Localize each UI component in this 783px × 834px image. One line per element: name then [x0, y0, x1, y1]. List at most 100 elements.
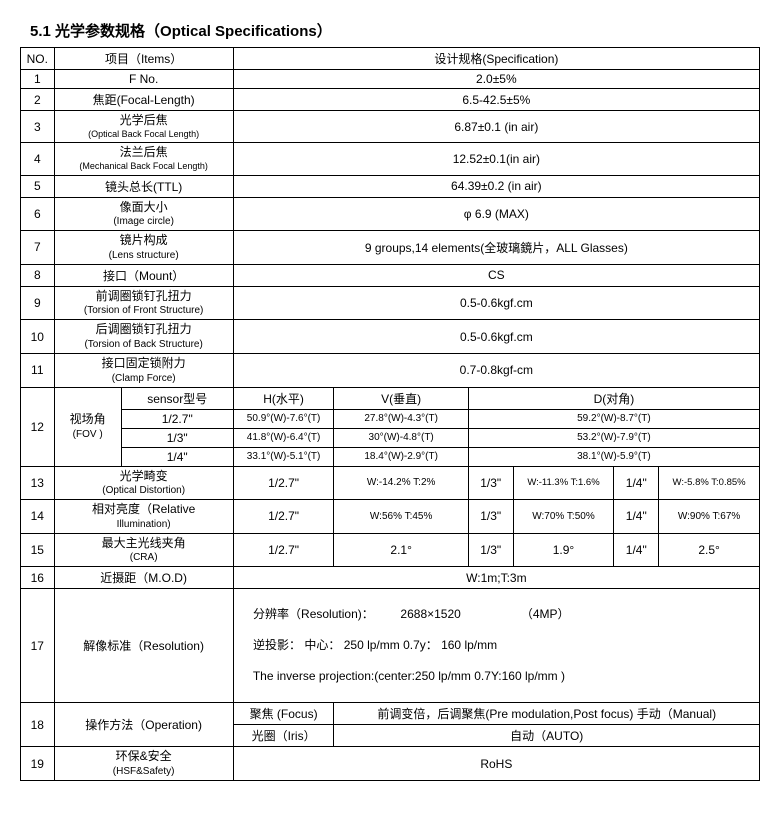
hdr-item: 项目（Items）: [54, 48, 233, 70]
fov-header-row: 12 视场角 (FOV ) sensor型号 H(水平) V(垂直) D(对角): [21, 387, 760, 409]
item-en: (HSF&Safety): [59, 765, 229, 778]
cell-item: 法兰后焦 (Mechanical Back Focal Length): [54, 143, 233, 175]
table-row: 4 法兰后焦 (Mechanical Back Focal Length) 12…: [21, 143, 760, 175]
fov-v: 18.4°(W)-2.9°(T): [334, 447, 468, 466]
cell-item: 前调圈锁钉孔扭力 (Torsion of Front Structure): [54, 286, 233, 320]
op-focus-label: 聚焦 (Focus): [233, 703, 334, 725]
table-row: 7 镜片构成 (Lens structure) 9 groups,14 elem…: [21, 231, 760, 265]
fov-h-hdr: H(水平): [233, 387, 334, 409]
cell-no: 19: [21, 747, 55, 781]
item-en: (Clamp Force): [59, 372, 229, 385]
fov-d: 53.2°(W)-7.9°(T): [468, 428, 759, 447]
cell-sensor: 1/2.7": [233, 500, 334, 534]
cell-value: W:-14.2% T:2%: [334, 466, 468, 500]
cell-no: 11: [21, 353, 55, 387]
cell-spec: 12.52±0.1(in air): [233, 143, 759, 175]
item-en: (CRA): [59, 551, 229, 564]
cell-item: 最大主光线夹角 (CRA): [54, 533, 233, 567]
cell-spec: 0.5-0.6kgf.cm: [233, 286, 759, 320]
cell-no: 15: [21, 533, 55, 567]
cell-item: 接口（Mount）: [54, 264, 233, 286]
res-line1: 分辨率（Resolution)： 2688×1520 （4MP）: [253, 607, 569, 621]
table-row: 9 前调圈锁钉孔扭力 (Torsion of Front Structure) …: [21, 286, 760, 320]
fov-h: 33.1°(W)-5.1°(T): [233, 447, 334, 466]
hdr-spec: 设计规格(Specification): [233, 48, 759, 70]
item-cn: 前调圈锁钉孔扭力: [96, 289, 192, 303]
cell-item: 解像标准（Resolution): [54, 589, 233, 703]
cell-no: 5: [21, 175, 55, 197]
cell-spec: 0.5-0.6kgf.cm: [233, 320, 759, 354]
cell-sensor: 1/2.7": [233, 533, 334, 567]
cell-spec: 0.7-0.8kgf-cm: [233, 353, 759, 387]
fov-sensor: 1/2.7": [121, 409, 233, 428]
mod-row: 16 近摄距（M.O.D) W:1m;T:3m: [21, 567, 760, 589]
item-cn: 像面大小: [120, 200, 168, 214]
cell-item: 环保&安全 (HSF&Safety): [54, 747, 233, 781]
item-cn: 光学后焦: [120, 113, 168, 127]
cell-sensor: 1/3": [468, 500, 513, 534]
cell-no: 14: [21, 500, 55, 534]
fov-row: 1/3" 41.8°(W)-6.4°(T) 30°(W)-4.8°(T) 53.…: [21, 428, 760, 447]
cell-no: 3: [21, 111, 55, 143]
cell-sensor: 1/4": [614, 466, 659, 500]
cell-sensor: 1/3": [468, 466, 513, 500]
item-en: (Torsion of Front Structure): [59, 304, 229, 317]
ri-row: 14 相对亮度（Relative Illumination) 1/2.7" W:…: [21, 500, 760, 534]
cell-no: 9: [21, 286, 55, 320]
cell-spec: W:1m;T:3m: [233, 567, 759, 589]
section-title: 5.1 光学参数规格（Optical Specifications）: [30, 20, 763, 41]
item-en: (FOV ): [59, 428, 117, 441]
cell-value: 2.5°: [659, 533, 760, 567]
item-en: (Optical Distortion): [59, 484, 229, 497]
cell-value: W:90% T:67%: [659, 500, 760, 534]
cell-sensor: 1/4": [614, 500, 659, 534]
item-cn: 镜片构成: [120, 233, 168, 247]
table-row: 11 接口固定锁附力 (Clamp Force) 0.7-0.8kgf-cm: [21, 353, 760, 387]
table-row: 2 焦距(Focal-Length) 6.5-42.5±5%: [21, 89, 760, 111]
cell-no: 18: [21, 703, 55, 747]
cell-no: 10: [21, 320, 55, 354]
item-cn: 相对亮度（Relative: [92, 502, 195, 516]
cell-no: 2: [21, 89, 55, 111]
table-row: 3 光学后焦 (Optical Back Focal Length) 6.87±…: [21, 111, 760, 143]
fov-sensor: 1/3": [121, 428, 233, 447]
fov-sensor: 1/4": [121, 447, 233, 466]
table-row: 10 后调圈锁钉孔扭力 (Torsion of Back Structure) …: [21, 320, 760, 354]
cell-item: 视场角 (FOV ): [54, 387, 121, 466]
cell-spec: RoHS: [233, 747, 759, 781]
cell-spec: 6.5-42.5±5%: [233, 89, 759, 111]
cell-value: W:-11.3% T:1.6%: [513, 466, 614, 500]
res-line3: The inverse projection:(center:250 lp/mm…: [253, 669, 565, 683]
fov-d: 59.2°(W)-8.7°(T): [468, 409, 759, 428]
spec-table: NO. 项目（Items） 设计规格(Specification) 1 F No…: [20, 47, 760, 781]
cell-no: 12: [21, 387, 55, 466]
hsf-row: 19 环保&安全 (HSF&Safety) RoHS: [21, 747, 760, 781]
op-focus-value: 前调变倍，后调聚焦(Pre modulation,Post focus) 手动（…: [334, 703, 760, 725]
cell-item: 焦距(Focal-Length): [54, 89, 233, 111]
fov-v: 30°(W)-4.8°(T): [334, 428, 468, 447]
cell-no: 4: [21, 143, 55, 175]
cell-item: 接口固定锁附力 (Clamp Force): [54, 353, 233, 387]
cell-sensor: 1/4": [614, 533, 659, 567]
cell-spec: 6.87±0.1 (in air): [233, 111, 759, 143]
item-cn: 光学畸变: [120, 469, 168, 483]
cell-value: W:70% T:50%: [513, 500, 614, 534]
operation-row-focus: 18 操作方法（Operation) 聚焦 (Focus) 前调变倍，后调聚焦(…: [21, 703, 760, 725]
cra-row: 15 最大主光线夹角 (CRA) 1/2.7" 2.1° 1/3" 1.9° 1…: [21, 533, 760, 567]
item-en: (Image circle): [59, 215, 229, 228]
fov-row: 1/4" 33.1°(W)-5.1°(T) 18.4°(W)-2.9°(T) 3…: [21, 447, 760, 466]
table-row: 1 F No. 2.0±5%: [21, 70, 760, 89]
item-en: (Lens structure): [59, 249, 229, 262]
fov-h: 41.8°(W)-6.4°(T): [233, 428, 334, 447]
cell-item: 像面大小 (Image circle): [54, 197, 233, 231]
hdr-no: NO.: [21, 48, 55, 70]
cell-spec: 9 groups,14 elements(全玻璃鏡片，ALL Glasses): [233, 231, 759, 265]
fov-v-hdr: V(垂直): [334, 387, 468, 409]
table-row: 6 像面大小 (Image circle) φ 6.9 (MAX): [21, 197, 760, 231]
cell-no: 7: [21, 231, 55, 265]
cell-item: 镜片构成 (Lens structure): [54, 231, 233, 265]
cell-sensor: 1/3": [468, 533, 513, 567]
cell-sensor: 1/2.7": [233, 466, 334, 500]
fov-v: 27.8°(W)-4.3°(T): [334, 409, 468, 428]
cell-item: 光学后焦 (Optical Back Focal Length): [54, 111, 233, 143]
